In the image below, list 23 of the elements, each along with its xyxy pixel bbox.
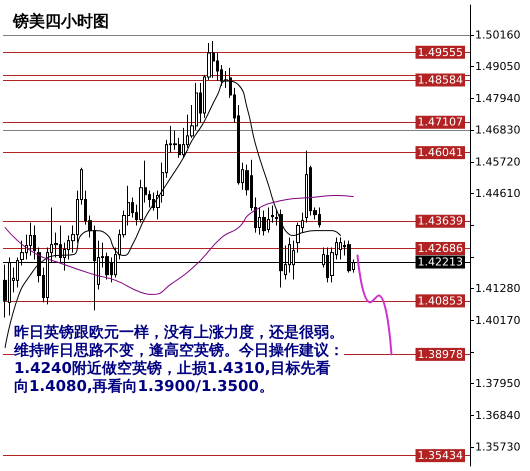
ref-line-label: 1.35434 [418, 449, 463, 462]
y-tick-label: 1.50160 [475, 28, 520, 42]
y-tick-label: 1.46830 [475, 124, 520, 137]
y-tick-label: 1.37950 [475, 377, 520, 390]
ref-line-label: 1.48584 [418, 74, 463, 87]
ref-line-label: 1.47107 [418, 116, 463, 129]
y-tick-label: 1.40170 [475, 314, 520, 327]
ref-line-label: 1.40853 [418, 294, 463, 308]
y-tick-label: 1.44610 [475, 187, 520, 200]
y-tick-label: 1.36840 [475, 408, 520, 422]
y-tick-label: 1.47940 [475, 92, 520, 105]
y-tick-label: 1.35730 [475, 440, 520, 454]
ref-line-label: 1.46041 [418, 146, 463, 160]
ref-line-label: 1.42213 [418, 255, 463, 268]
ref-line-label: 1.38978 [418, 348, 463, 361]
ref-line-label: 1.42686 [418, 242, 463, 255]
ref-line-label: 1.43639 [418, 214, 463, 228]
annotation: 昨日英镑跟欧元一样，没有上涨力度，还是很弱。维持昨日思路不变，逢高空英镑。今日操作建议：1.4240附近做空英镑，止损1.4310,目标先看向1.4080,再看向1.3900/1.3500。 [13, 323, 344, 395]
chart-title: 镑美四小时图 [12, 12, 109, 30]
y-tick-label: 1.45720 [475, 155, 520, 168]
y-tick-label: 1.49050 [475, 60, 520, 74]
ref-line-label: 1.49555 [418, 46, 463, 59]
y-tick-label: 1.41280 [475, 282, 520, 296]
